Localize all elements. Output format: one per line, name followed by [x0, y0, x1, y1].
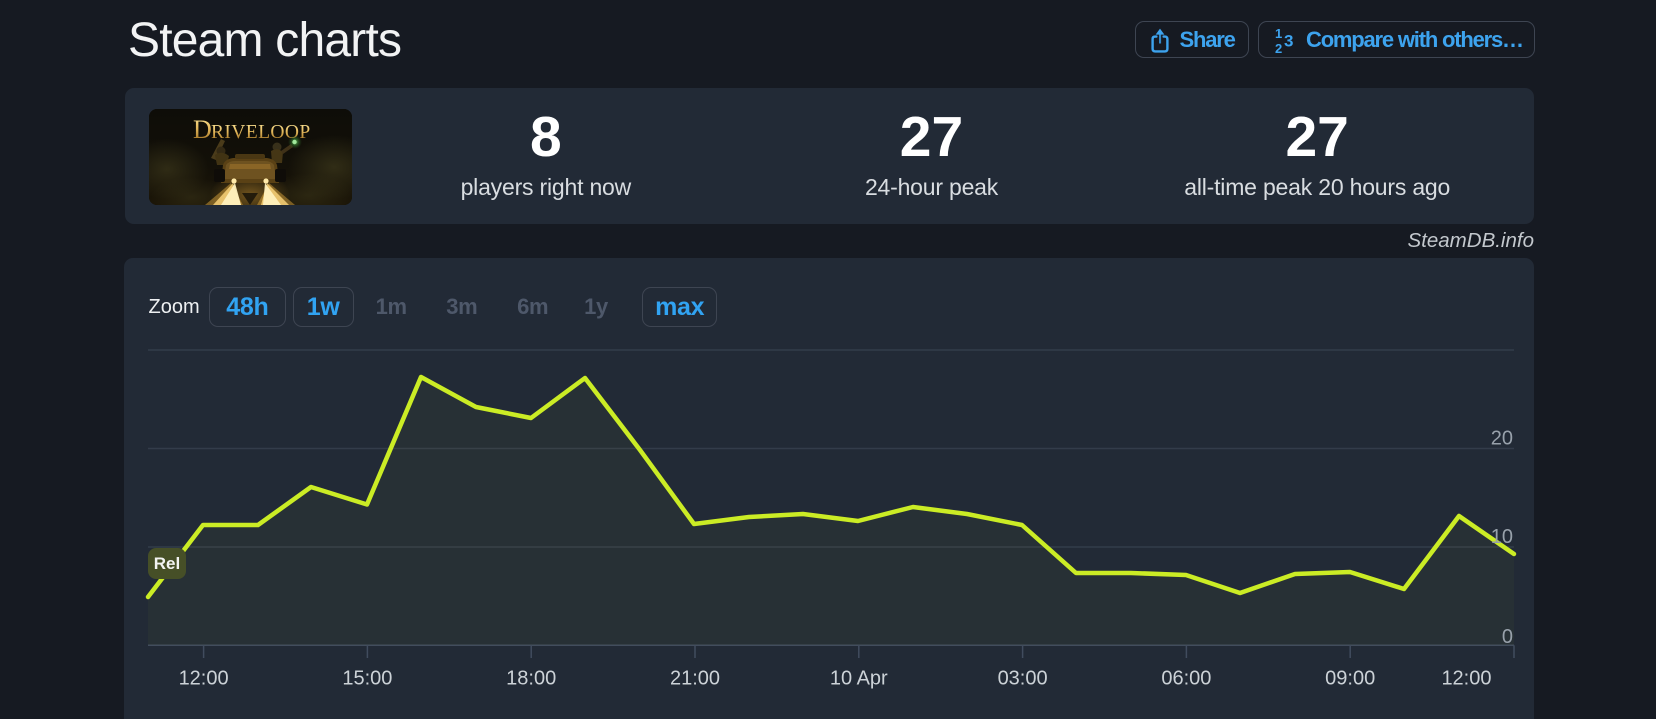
svg-text:03:00: 03:00 [998, 667, 1048, 689]
svg-text:3: 3 [1284, 31, 1293, 50]
svg-text:12:00: 12:00 [179, 667, 229, 689]
svg-text:D: D [193, 115, 212, 144]
svg-text:09:00: 09:00 [1325, 667, 1375, 689]
svg-text:10: 10 [1491, 526, 1513, 548]
svg-text:20: 20 [1491, 427, 1513, 449]
svg-text:0: 0 [1502, 626, 1513, 648]
svg-text:12:00: 12:00 [1441, 667, 1491, 689]
svg-text:15:00: 15:00 [342, 667, 392, 689]
svg-text:2: 2 [1275, 41, 1282, 54]
svg-text:RIVELOOP: RIVELOOP [211, 122, 311, 143]
svg-text:1: 1 [1275, 26, 1282, 41]
svg-text:06:00: 06:00 [1161, 667, 1211, 689]
svg-text:10 Apr: 10 Apr [830, 667, 888, 689]
svg-text:18:00: 18:00 [506, 667, 556, 689]
svg-text:21:00: 21:00 [670, 667, 720, 689]
